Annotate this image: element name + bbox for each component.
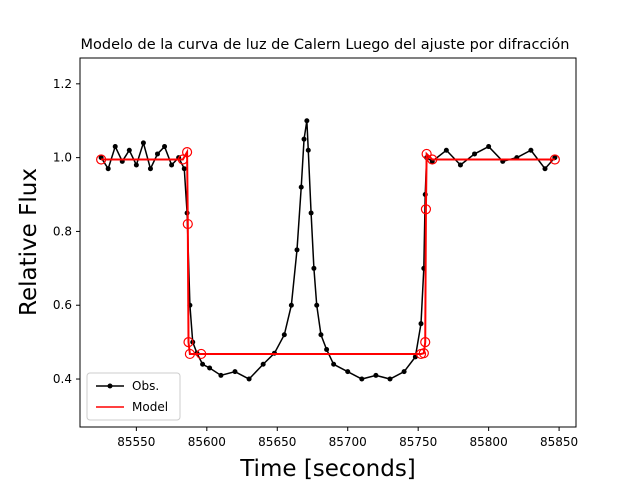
x-tick-label: 85850 — [540, 435, 578, 449]
y-tick-label: 0.6 — [53, 298, 72, 312]
plot-data — [96, 118, 560, 382]
x-tick-label: 85750 — [399, 435, 437, 449]
obs-point — [418, 321, 424, 327]
obs-point — [472, 151, 478, 157]
obs-point — [181, 166, 187, 172]
obs-point — [232, 369, 238, 375]
x-tick-label: 85550 — [117, 435, 155, 449]
obs-point — [200, 361, 206, 367]
model-point — [182, 218, 193, 230]
x-axis-label: Time [seconds] — [239, 456, 416, 480]
obs-point — [105, 166, 111, 172]
x-tick-label: 85700 — [329, 435, 367, 449]
obs-point — [304, 118, 310, 124]
model-point — [181, 146, 193, 158]
x-tick-label: 85800 — [470, 435, 508, 449]
obs-point — [359, 376, 365, 382]
model-point — [421, 148, 432, 160]
x-tick-label: 85600 — [188, 435, 226, 449]
x-axis: 85550 85600 85650 85700 85750 85800 85850 — [117, 427, 578, 449]
model-point — [420, 337, 431, 348]
obs-point — [314, 302, 320, 308]
obs-point — [246, 376, 252, 382]
obs-point — [162, 144, 168, 150]
obs-point — [155, 151, 160, 157]
plot-frame — [79, 57, 577, 428]
obs-point — [401, 369, 407, 375]
y-tick-label: 0.4 — [53, 372, 72, 386]
model-point — [184, 348, 196, 360]
x-tick-label: 85650 — [258, 435, 296, 449]
obs-point — [281, 332, 287, 338]
obs-point — [331, 361, 337, 367]
obs-point — [207, 365, 213, 371]
obs-point — [542, 166, 548, 172]
legend-obs-marker — [107, 383, 113, 389]
obs-point — [126, 147, 132, 153]
obs-point — [218, 372, 224, 378]
obs-point — [260, 361, 266, 367]
obs-point — [457, 162, 463, 168]
model-point — [420, 204, 432, 215]
model-point — [96, 154, 107, 165]
y-axis: 0.4 0.6 0.8 1.0 1.2 — [53, 77, 80, 386]
model-point — [183, 337, 194, 348]
model-point — [418, 348, 429, 359]
model-point — [549, 154, 560, 165]
model-point — [177, 154, 188, 165]
obs-point — [345, 369, 351, 375]
obs-point — [443, 147, 449, 153]
obs-point — [308, 210, 314, 216]
obs-point — [311, 265, 317, 271]
obs-point — [147, 166, 153, 172]
obs-point — [486, 144, 492, 150]
obs-point — [305, 147, 311, 153]
legend-model-label: Model — [132, 400, 168, 414]
obs-point — [528, 147, 534, 153]
obs-point — [294, 247, 300, 253]
obs-point — [288, 302, 294, 308]
y-tick-label: 1.0 — [53, 151, 72, 165]
legend-obs-label: Obs. — [132, 379, 159, 393]
obs-point — [140, 140, 146, 146]
model-series-line — [101, 148, 555, 355]
chart-title: Modelo de la curva de luz de Calern Lueg… — [81, 37, 570, 53]
y-tick-label: 1.2 — [53, 77, 72, 91]
obs-point — [169, 162, 175, 168]
obs-point — [301, 136, 307, 142]
obs-point — [373, 372, 379, 378]
y-axis-label: Relative Flux — [16, 168, 42, 316]
obs-point — [318, 332, 324, 338]
obs-point — [324, 347, 330, 353]
legend: Obs. Model — [86, 372, 181, 421]
model-point — [196, 348, 207, 360]
obs-point — [387, 376, 393, 382]
model-point — [427, 154, 438, 165]
obs-point — [112, 144, 118, 150]
obs-point — [298, 184, 304, 190]
y-tick-label: 0.8 — [53, 224, 72, 238]
obs-point — [133, 162, 139, 168]
